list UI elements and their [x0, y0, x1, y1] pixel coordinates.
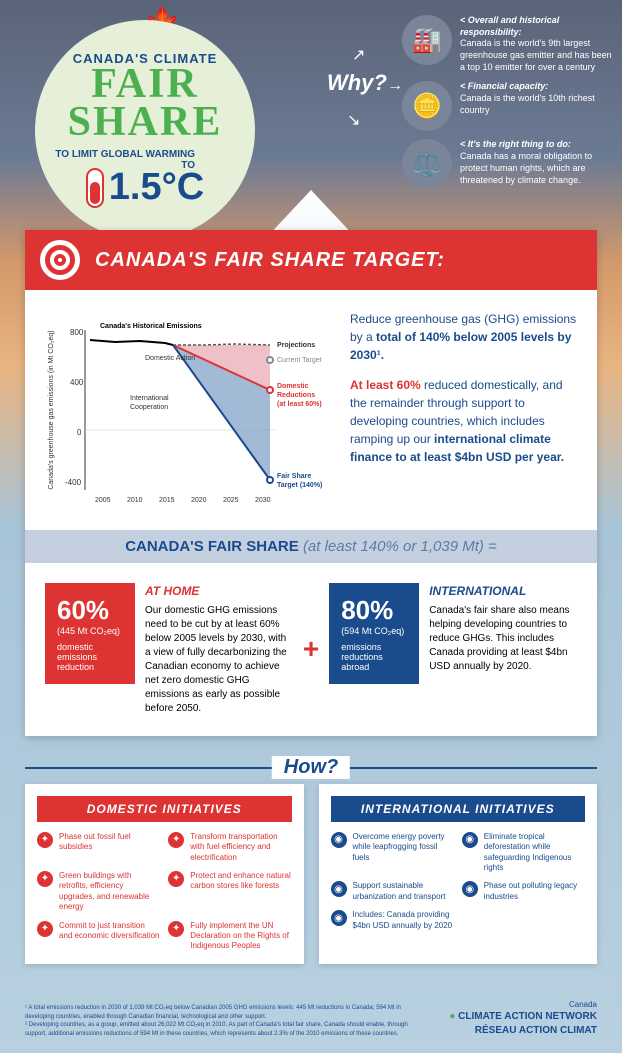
globe-bullet-icon: ◉: [462, 881, 478, 897]
globe-bullet-icon: ◉: [331, 910, 347, 926]
target-text: Reduce greenhouse gas (GHG) emissions by…: [350, 310, 577, 510]
domestic-title: DOMESTIC INITIATIVES: [37, 796, 292, 822]
why-text: < It's the right thing to do:Canada has …: [460, 139, 612, 186]
thermometer-icon: [86, 168, 104, 208]
maple-bullet-icon: ✦: [168, 871, 184, 887]
target-title: CANADA'S FAIR SHARE TARGET:: [95, 249, 445, 272]
arrow-icon: →: [387, 77, 403, 95]
domestic-item: ✦Protect and enhance natural carbon stor…: [168, 871, 291, 913]
svg-text:0: 0: [77, 428, 82, 437]
domestic-item: ✦Commit to just transition and economic …: [37, 921, 160, 952]
arrow-icon: ↘: [347, 110, 360, 130]
footer-logo: Canada ● CLIMATE ACTION NETWORK RÉSEAU A…: [449, 999, 597, 1038]
domestic-item: ✦Transform transportation with fuel effi…: [168, 832, 291, 863]
why-item: 🏭< Overall and historical responsibility…: [402, 15, 612, 73]
target-header: CANADA'S FAIR SHARE TARGET:: [25, 230, 597, 290]
globe-bullet-icon: ◉: [331, 881, 347, 897]
intl-label: emissions reductions abroad: [341, 642, 407, 672]
title-circle: CANADA'S CLIMATE FAIR SHARE TO LIMIT GLO…: [35, 20, 255, 240]
maple-bullet-icon: ✦: [168, 832, 184, 848]
share-header: CANADA'S FAIR SHARE (at least 140% or 1,…: [25, 530, 597, 563]
intl-sub: (594 Mt CO₂eq): [341, 626, 407, 637]
svg-text:2010: 2010: [127, 497, 143, 504]
svg-text:Canada's Historical Emissions: Canada's Historical Emissions: [100, 323, 202, 330]
globe-bullet-icon: ◉: [331, 832, 347, 848]
intl-text: Canada's fair share also means helping d…: [429, 604, 577, 674]
svg-text:-400: -400: [65, 478, 82, 487]
intl-title: INTERNATIONAL INITIATIVES: [331, 796, 586, 822]
target-body: Canada's greenhouse gas emissions (in Mt…: [25, 290, 597, 530]
domestic-item: ✦Fully implement the UN Declaration on t…: [168, 921, 291, 952]
svg-text:Domestic Action: Domestic Action: [145, 355, 195, 362]
svg-text:(at least 60%): (at least 60%): [277, 401, 322, 408]
domestic-item: ✦Green buildings with retrofits, efficie…: [37, 871, 160, 913]
svg-text:Current Target: Current Target: [277, 357, 322, 364]
intl-item: ◉Phase out polluting legacy industries: [462, 881, 585, 902]
home-sub: (445 Mt CO₂eq): [57, 626, 123, 637]
maple-bullet-icon: ✦: [168, 921, 184, 937]
svg-text:2030: 2030: [255, 497, 271, 504]
chart-ylabel: Canada's greenhouse gas emissions (in Mt…: [48, 330, 55, 489]
svg-text:Fair Share: Fair Share: [277, 473, 311, 480]
coins-icon: 🪙: [402, 81, 452, 131]
footnote-1: ¹ A total emissions reduction in 2030 of…: [25, 1004, 429, 1021]
svg-text:2015: 2015: [159, 497, 175, 504]
why-text: < Financial capacity:Canada is the world…: [460, 81, 612, 116]
how-section: How? DOMESTIC INITIATIVES ✦Phase out fos…: [25, 756, 597, 964]
home-label: domestic emissions reduction: [57, 642, 123, 672]
intl-item: ◉Support sustainable urbanization and tr…: [331, 881, 454, 902]
share-box-intl: 80% (594 Mt CO₂eq) emissions reductions …: [329, 583, 419, 684]
svg-text:International: International: [130, 395, 169, 402]
intl-pct: 80%: [341, 595, 407, 626]
target-icon: [40, 240, 80, 280]
how-col-international: INTERNATIONAL INITIATIVES ◉Overcome ener…: [319, 784, 598, 964]
svg-text:Target (140%): Target (140%): [277, 482, 322, 489]
intl-title: INTERNATIONAL: [429, 583, 577, 600]
maple-bullet-icon: ✦: [37, 832, 53, 848]
svg-text:800: 800: [70, 328, 84, 337]
home-pct: 60%: [57, 595, 123, 626]
globe-bullet-icon: ◉: [462, 832, 478, 848]
factory-icon: 🏭: [402, 15, 452, 65]
home-title: AT HOME: [145, 583, 293, 600]
how-columns: DOMESTIC INITIATIVES ✦Phase out fossil f…: [25, 784, 597, 964]
arrow-icon: ↗: [352, 45, 365, 65]
how-col-domestic: DOMESTIC INITIATIVES ✦Phase out fossil f…: [25, 784, 304, 964]
share-body: 60% (445 Mt CO₂eq) domestic emissions re…: [25, 563, 597, 736]
home-text: Our domestic GHG emissions need to be cu…: [145, 604, 293, 716]
footer: ¹ A total emissions reduction in 2030 of…: [0, 984, 622, 1053]
scales-icon: ⚖️: [402, 139, 452, 189]
share-box-home: 60% (445 Mt CO₂eq) domestic emissions re…: [45, 583, 135, 684]
share-desc-home: AT HOME Our domestic GHG emissions need …: [145, 583, 293, 716]
why-item: 🪙< Financial capacity:Canada is the worl…: [402, 81, 612, 131]
svg-text:Cooperation: Cooperation: [130, 404, 168, 411]
how-label: How?: [272, 756, 350, 779]
intl-item: ◉Overcome energy poverty while leapfrogg…: [331, 832, 454, 874]
temp-row: 1.5°C: [86, 166, 204, 209]
svg-text:2025: 2025: [223, 497, 239, 504]
svg-text:400: 400: [70, 378, 84, 387]
svg-text:2005: 2005: [95, 497, 111, 504]
svg-text:2020: 2020: [191, 497, 207, 504]
plus-icon: +: [303, 633, 319, 665]
footer-notes: ¹ A total emissions reduction in 2030 of…: [25, 1004, 429, 1038]
why-text: < Overall and historical responsibility:…: [460, 15, 612, 73]
header-section: 🍁 CANADA'S CLIMATE FAIR SHARE TO LIMIT G…: [0, 0, 622, 230]
why-section: Why? → ↗ ↘ 🏭< Overall and historical res…: [292, 15, 612, 197]
svg-text:Domestic: Domestic: [277, 383, 309, 390]
svg-text:Reductions: Reductions: [277, 392, 315, 399]
svg-text:Projections: Projections: [277, 342, 315, 349]
domestic-item: ✦Phase out fossil fuel subsidies: [37, 832, 160, 863]
share-desc-intl: INTERNATIONAL Canada's fair share also m…: [429, 583, 577, 674]
maple-bullet-icon: ✦: [37, 871, 53, 887]
target-section: CANADA'S FAIR SHARE TARGET: Canada's gre…: [25, 230, 597, 736]
why-label: Why?: [327, 70, 387, 96]
intl-item: ◉Eliminate tropical deforestation while …: [462, 832, 585, 874]
temp-value: 1.5°C: [109, 166, 204, 209]
maple-bullet-icon: ✦: [37, 921, 53, 937]
why-item: ⚖️< It's the right thing to do:Canada ha…: [402, 139, 612, 189]
intl-item: ◉Includes: Canada providing $4bn USD ann…: [331, 910, 454, 931]
title-main: FAIR SHARE: [55, 66, 235, 142]
emissions-chart: Canada's greenhouse gas emissions (in Mt…: [45, 310, 335, 510]
